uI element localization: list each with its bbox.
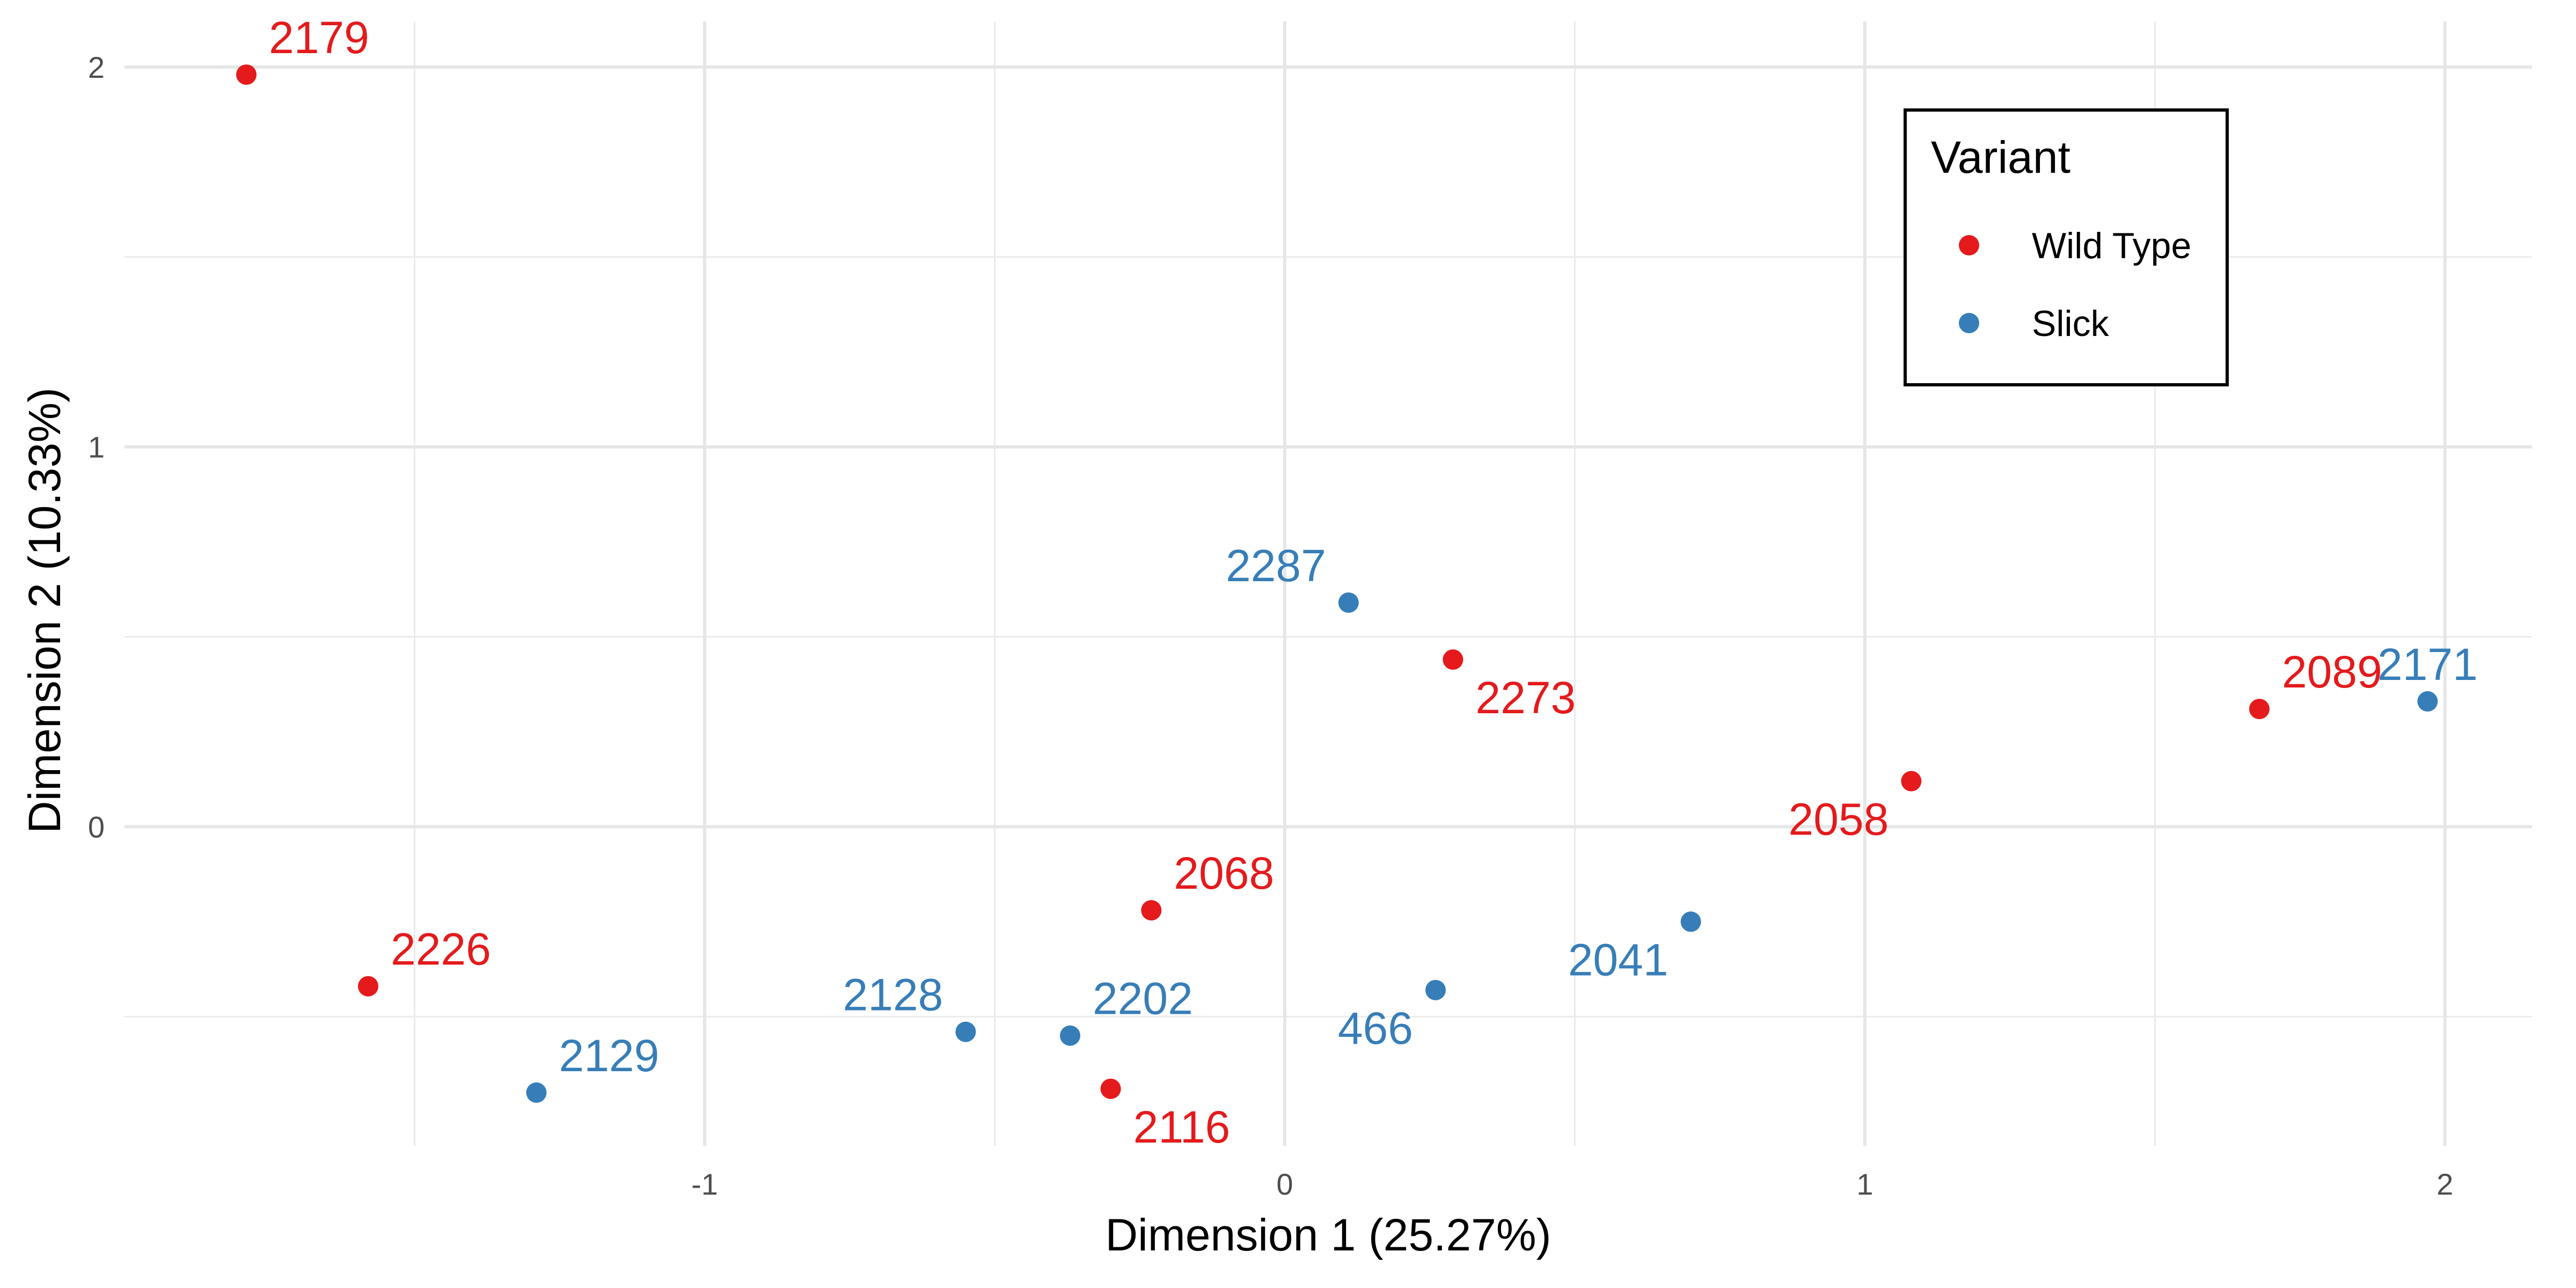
legend-label-slick: Slick [2032, 303, 2110, 344]
data-point-2041 [1680, 911, 1701, 932]
major-gridlines [125, 21, 2532, 1146]
y-axis-ticks: 0 1 2 [88, 50, 105, 844]
data-point-2202 [1059, 1025, 1080, 1046]
point-label-2179: 2179 [269, 12, 369, 63]
data-point-2171 [2417, 691, 2438, 712]
data-point-2287 [1338, 592, 1359, 613]
legend-label-wild-type: Wild Type [2032, 225, 2191, 266]
point-label-2116: 2116 [1133, 1102, 1231, 1152]
data-points [236, 64, 2438, 1103]
point-label-2089: 2089 [2282, 647, 2382, 697]
data-point-2089 [2249, 699, 2270, 720]
point-label-2226: 2226 [391, 924, 491, 975]
point-label-466: 466 [1338, 1003, 1413, 1053]
point-label-2041: 2041 [1568, 934, 1668, 985]
legend: Variant Wild Type Slick [1904, 108, 2229, 386]
data-point-2129 [526, 1082, 547, 1103]
data-point-466 [1425, 979, 1446, 1000]
point-label-2068: 2068 [1174, 848, 1274, 898]
point-label-2287: 2287 [1226, 540, 1326, 591]
legend-title: Variant [1931, 132, 2070, 182]
data-point-2068 [1141, 900, 1162, 921]
y-tick-label: 0 [88, 810, 105, 844]
legend-key-wild-type [1959, 235, 1979, 255]
data-point-2179 [236, 64, 257, 85]
legend-entries: Wild Type Slick [1959, 225, 2191, 344]
x-tick-label: 1 [1856, 1167, 1873, 1201]
data-point-2128 [955, 1021, 976, 1042]
x-tick-label: 2 [2436, 1167, 2453, 1201]
point-label-2171: 2171 [2377, 639, 2478, 690]
point-label-2273: 2273 [1475, 672, 1576, 723]
y-tick-label: 1 [88, 430, 105, 464]
x-tick-label: 0 [1276, 1167, 1293, 1201]
point-label-2058: 2058 [1788, 794, 1889, 845]
point-label-2128: 2128 [843, 970, 943, 1020]
x-axis-title: Dimension 1 (25.27%) [1105, 1210, 1551, 1260]
legend-box [1904, 108, 2229, 386]
y-axis-title: Dimension 2 (10.33%) [19, 387, 70, 833]
y-tick-label: 2 [88, 50, 105, 84]
legend-key-slick [1959, 313, 1979, 333]
data-point-2226 [358, 976, 379, 997]
data-point-2116 [1100, 1078, 1121, 1099]
x-axis-ticks: -1 0 1 2 [691, 1167, 2453, 1201]
x-tick-label: -1 [691, 1167, 718, 1201]
point-label-2129: 2129 [559, 1030, 659, 1081]
point-label-2202: 2202 [1093, 974, 1193, 1024]
data-point-2058 [1901, 771, 1922, 792]
data-point-2273 [1443, 649, 1463, 670]
